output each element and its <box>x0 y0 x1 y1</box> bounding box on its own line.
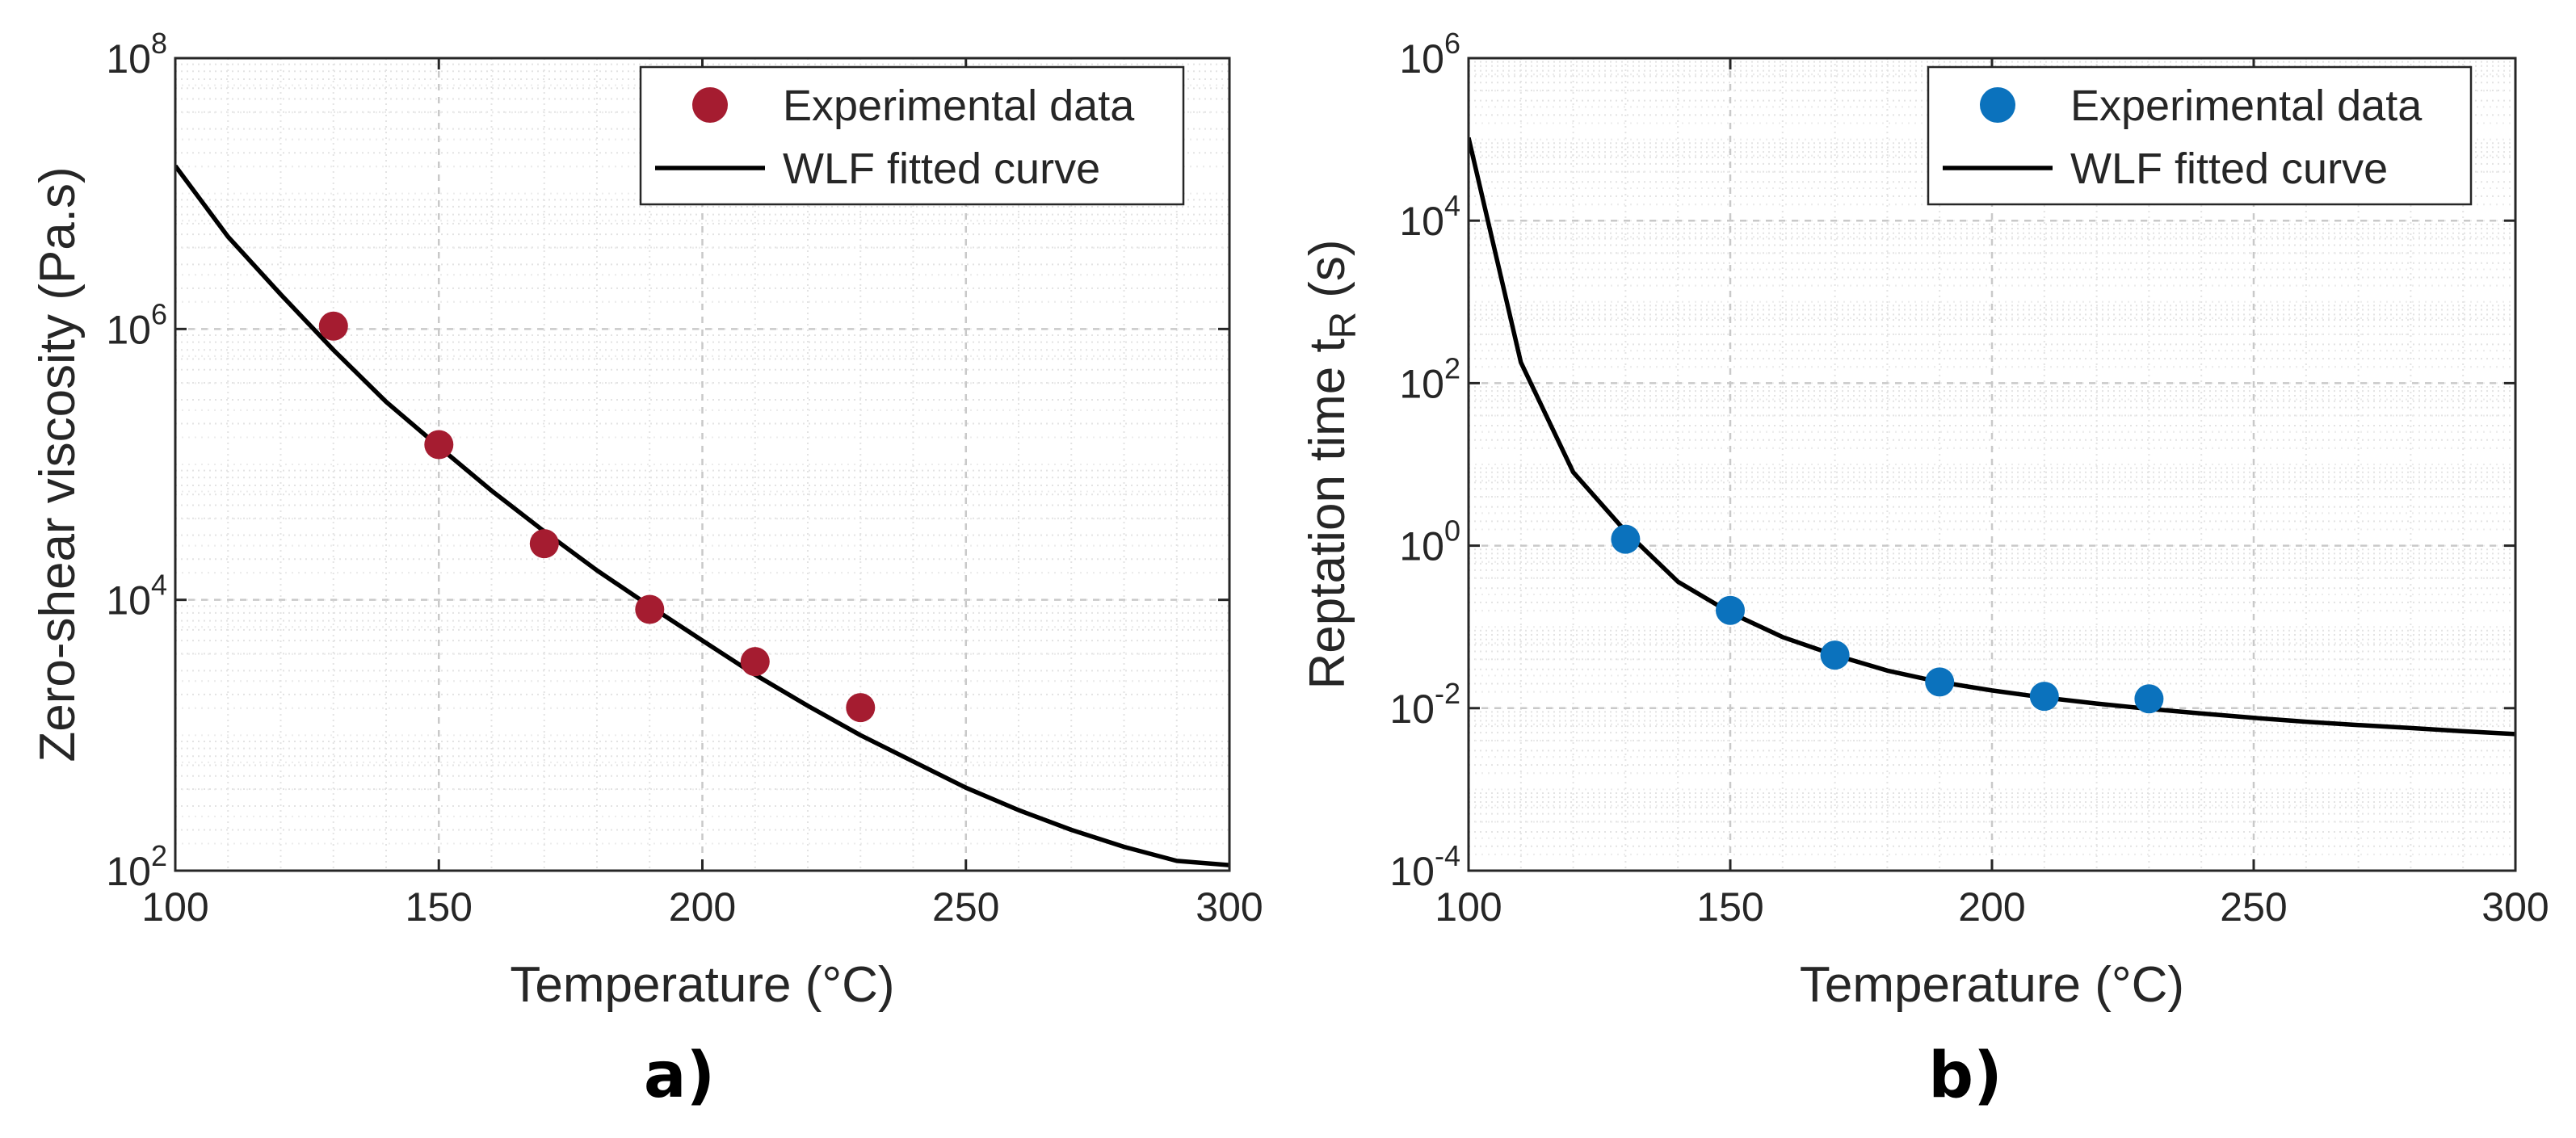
panel-label: a) <box>644 1039 715 1112</box>
y-tick-label: 102 <box>106 839 167 894</box>
data-point <box>529 529 559 559</box>
data-point <box>2134 684 2164 714</box>
fitted-curve-line <box>175 164 1229 867</box>
x-tick-label: 100 <box>1435 884 1502 930</box>
series-layer <box>1469 136 2515 737</box>
legend-box <box>639 65 1185 206</box>
x-tick-label: 300 <box>2481 884 2549 930</box>
data-point <box>1925 667 1955 697</box>
legend: Experimental data WLF fitted curve <box>639 65 1185 206</box>
panel-label: b) <box>1928 1039 2002 1112</box>
legend-marker <box>692 87 728 123</box>
legend-label: WLF fitted curve <box>783 145 1100 193</box>
x-tick-label: 200 <box>1958 884 2025 930</box>
x-tick-label: 150 <box>406 884 473 930</box>
series-layer <box>175 164 1229 867</box>
data-point <box>1611 524 1641 554</box>
y-tick-label: 102 <box>1399 351 1460 406</box>
legend-label: WLF fitted curve <box>2070 145 2388 193</box>
legend-label: Experimental data <box>2070 82 2423 130</box>
data-point <box>424 430 454 460</box>
chart-panel-a: 100 150 200 250 300 102 104 106 108 Temperature (… <box>30 27 1263 1112</box>
legend-label: Experimental data <box>783 82 1135 130</box>
x-axis-title: Temperature (°C) <box>510 957 894 1013</box>
y-tick-label: 10-2 <box>1389 677 1460 732</box>
data-point <box>740 647 770 677</box>
data-point <box>1820 640 1850 670</box>
y-tick-label: 104 <box>106 569 167 624</box>
data-point <box>846 693 876 723</box>
fitted-curve-line <box>1469 136 2515 737</box>
y-axis-title: Zero-shear viscosity (Pa.s) <box>30 166 86 762</box>
data-point <box>1716 595 1745 625</box>
legend-marker <box>1980 87 2015 123</box>
x-tick-label: 150 <box>1696 884 1763 930</box>
x-tick-label: 300 <box>1196 884 1263 930</box>
x-tick-label: 250 <box>932 884 999 930</box>
x-tick-label: 100 <box>141 884 208 930</box>
axes: 100 150 200 250 300 102 104 106 108 <box>106 27 1263 930</box>
y-tick-label: 108 <box>106 27 167 82</box>
y-tick-label: 106 <box>106 297 167 352</box>
legend-box <box>1927 65 2473 206</box>
y-axis-title: Reptation time tR (s) <box>1300 240 1364 690</box>
y-tick-label: 104 <box>1399 189 1460 244</box>
data-point <box>635 594 665 624</box>
y-tick-label: 106 <box>1399 27 1460 82</box>
x-tick-label: 200 <box>669 884 736 930</box>
x-axis-title: Temperature (°C) <box>1800 957 2184 1013</box>
y-tick-label: 10-4 <box>1389 839 1460 894</box>
y-tick-label: 100 <box>1399 514 1460 569</box>
axes: 100 150 200 250 300 10-4 10-2 100 102 104 106 <box>1389 27 2549 930</box>
legend: Experimental data WLF fitted curve <box>1927 65 2473 206</box>
data-point <box>2029 682 2059 712</box>
chart-panel-b: 100 150 200 250 300 10-4 10-2 100 102 104 106 Tempe… <box>1300 27 2549 1112</box>
x-tick-label: 250 <box>2220 884 2287 930</box>
data-point <box>318 311 348 341</box>
